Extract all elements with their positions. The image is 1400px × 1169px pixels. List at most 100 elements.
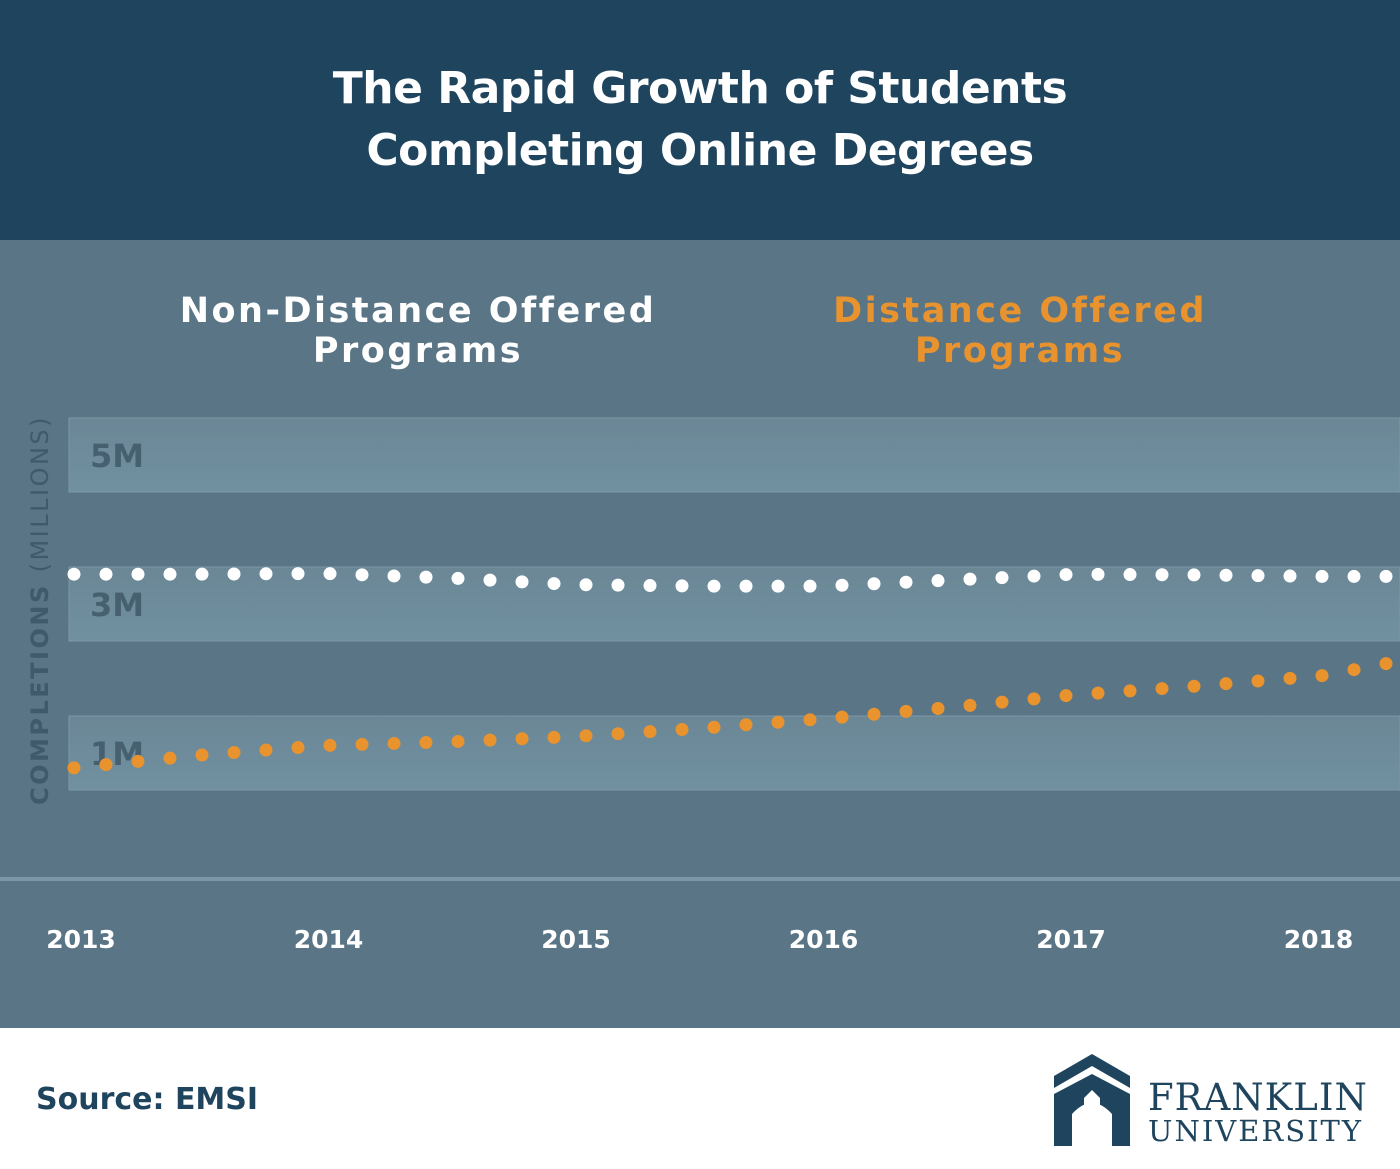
y-tick-label: 5M (90, 437, 144, 475)
legend-label-1-line-1: Non-Distance Offered (180, 291, 657, 331)
series-1-point (707, 579, 721, 593)
series-2-point (611, 727, 625, 741)
series-1-point (1347, 569, 1361, 583)
series-1-point (1283, 569, 1297, 583)
series-2-point (867, 707, 881, 721)
series-2-point (1187, 679, 1201, 693)
series-1-point (771, 579, 785, 593)
series-2-point (547, 730, 561, 744)
series-2-point (739, 718, 753, 732)
series-1-point (1059, 568, 1073, 582)
series-2-point (1155, 682, 1169, 696)
series-1-point (867, 577, 881, 591)
series-1-point (995, 571, 1009, 585)
x-axis-line (0, 877, 1400, 881)
series-2-point (899, 704, 913, 718)
series-2-point (1347, 663, 1361, 677)
series-1-point (227, 567, 241, 581)
page-title: The Rapid Growth of Students Completing … (0, 58, 1400, 182)
series-1-point (515, 575, 529, 589)
series-2-point (259, 743, 273, 757)
series-2-point (515, 732, 529, 746)
series-1-point (835, 578, 849, 592)
series-2-point (643, 725, 657, 739)
x-tick-label: 2017 (1036, 925, 1106, 954)
series-2-point (707, 720, 721, 734)
legend-label-2-line-1: Distance Offered (833, 291, 1207, 331)
series-2-point (931, 702, 945, 716)
series-1-point (963, 572, 977, 586)
series-2-point (131, 754, 145, 768)
series-2-point (1379, 657, 1393, 671)
logo-wordmark-line-1: FRANKLIN (1148, 1076, 1368, 1119)
series-1-point (131, 567, 145, 581)
series-1-point (1027, 569, 1041, 583)
series-1-point (163, 567, 177, 581)
series-2-point (355, 737, 369, 751)
logo-wordmark-line-2: UNIVERSITY (1148, 1114, 1364, 1148)
y-band-2 (68, 715, 1400, 791)
series-2-point (1059, 689, 1073, 703)
y-axis-label: COMPLETIONS (MILLIONS) (26, 415, 54, 805)
series-1-point (739, 579, 753, 593)
series-1-point (899, 575, 913, 589)
series-1-point (67, 567, 81, 581)
series-1 (67, 567, 1393, 593)
x-tick-label: 2018 (1284, 925, 1354, 954)
series-2-point (99, 758, 113, 772)
series-2-point (1123, 684, 1137, 698)
source-note: Source: EMSI (36, 1082, 259, 1117)
series-1-point (355, 568, 369, 582)
series-1-point (579, 578, 593, 592)
x-tick-label: 2014 (294, 925, 364, 954)
series-1-point (195, 567, 209, 581)
series-2-point (579, 729, 593, 743)
series-2-point (675, 723, 689, 737)
series-1-point (803, 579, 817, 593)
x-tick-label: 2013 (46, 925, 116, 954)
series-1-point (1187, 568, 1201, 582)
series-2-point (963, 698, 977, 712)
title-line-2: Completing Online Degrees (366, 125, 1034, 176)
series-1-point (1219, 568, 1233, 582)
series-2-point (1091, 686, 1105, 700)
chart-area: 5M 3M 1M Non-Distance Offered Programs Dista… (0, 240, 1400, 1028)
legend-label-2-line-2: Programs (915, 331, 1125, 371)
series-2-point (995, 695, 1009, 709)
legend-label-1-line-2: Programs (313, 331, 523, 371)
series-2-point (451, 734, 465, 748)
series-2-point (1283, 671, 1297, 685)
series-1-point (675, 579, 689, 593)
series-2-point (1027, 692, 1041, 706)
y-band-0 (68, 417, 1400, 493)
series-2-point (67, 761, 81, 775)
series-2-point (163, 751, 177, 765)
series-1-point (643, 579, 657, 593)
y-axis-label-main: COMPLETIONS (26, 572, 54, 805)
arch-logo-icon (1054, 1054, 1130, 1146)
series-2-point (323, 738, 337, 752)
series-2-point (1251, 674, 1265, 688)
series-1-point (547, 577, 561, 591)
series-2-point (291, 741, 305, 755)
series-2-point (803, 713, 817, 727)
x-tick-label: 2016 (789, 925, 859, 954)
series-2-point (771, 715, 785, 729)
series-2-point (227, 746, 241, 760)
x-tick-label: 2015 (541, 925, 611, 954)
series-2-point (195, 748, 209, 762)
series-2-point (483, 733, 497, 747)
y-axis-title: COMPLETIONS (MILLIONS) (26, 415, 54, 805)
series-1-point (1155, 568, 1169, 582)
series-1-point (259, 567, 273, 581)
header-banner: The Rapid Growth of Students Completing … (0, 0, 1400, 240)
series-1-point (387, 569, 401, 583)
series-1-point (451, 571, 465, 585)
series-2-point (1315, 669, 1329, 683)
franklin-logo: FRANKLIN UNIVERSITY (1050, 1050, 1370, 1150)
series-2 (67, 657, 1393, 775)
y-axis-label-unit: (MILLIONS) (26, 415, 54, 572)
series-1-point (611, 578, 625, 592)
series-1-point (419, 570, 433, 584)
